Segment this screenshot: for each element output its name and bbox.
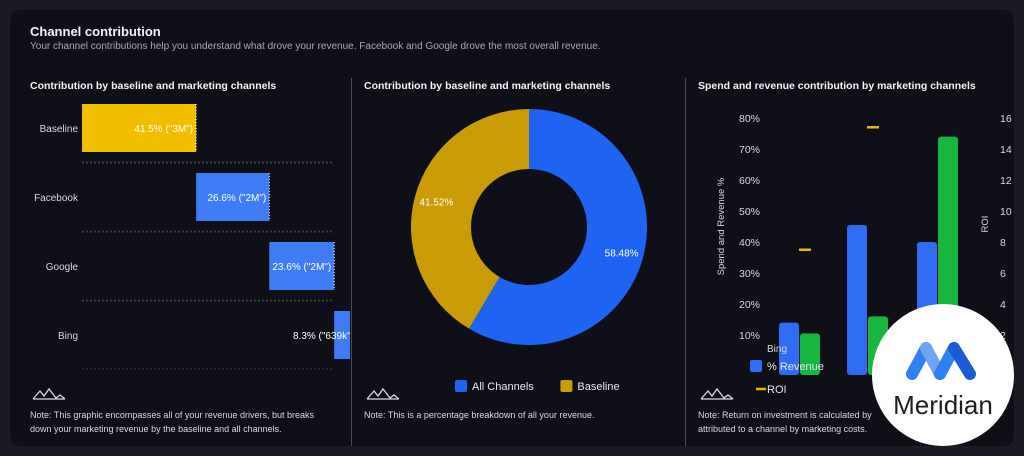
meridian-logo-icon — [906, 342, 976, 380]
section-title: Channel contribution — [30, 24, 161, 39]
mountain-logo-icon — [366, 387, 400, 400]
y-axis-label: Spend and Revenue % — [716, 177, 727, 275]
y2-tick-label: 12 — [1000, 175, 1012, 187]
waterfall-category-label: Google — [46, 262, 79, 273]
right-panel-title: Spend and revenue contribution by market… — [698, 80, 976, 92]
revenue-bar — [779, 322, 799, 375]
waterfall-bar — [334, 311, 350, 359]
panel-divider — [685, 78, 686, 446]
waterfall-category-label: Facebook — [34, 193, 79, 204]
y2-tick-label: 6 — [1000, 268, 1006, 280]
donut-chart: 58.48% 41.52% All Channels Baseline — [411, 109, 647, 393]
waterfall-bar — [82, 104, 197, 152]
mountain-logo-icon — [32, 387, 66, 400]
waterfall-chart: Baseline 41.5% ("3M") Facebook 26.6% ("2M")… — [34, 104, 350, 370]
mountain-logo-icon — [700, 387, 734, 400]
channel-contribution-card: Channel contribution Your channel contri… — [10, 10, 1014, 446]
waterfall-bar — [196, 173, 270, 221]
legend-label: All Channels — [472, 381, 534, 393]
donut-slice-label: 58.48% — [605, 248, 639, 259]
donut-slice — [469, 109, 647, 345]
left-panel-note: Note: This graphic encompasses all of yo… — [30, 410, 314, 434]
donut-slice-label: 41.52% — [419, 198, 453, 209]
right-note-line1: Note: Return on investment is calculated… — [698, 410, 872, 420]
meridian-wordmark: Meridian — [893, 390, 993, 420]
middle-panel-title: Contribution by baseline and marketing c… — [364, 80, 611, 92]
spend-bar — [800, 333, 820, 375]
legend-swatch — [560, 380, 573, 392]
y-tick-label: 70% — [739, 144, 760, 156]
y2-tick-label: 10 — [1000, 206, 1012, 218]
y2-axis-label: ROI — [980, 216, 991, 233]
section-subtitle: Your channel contributions help you unde… — [30, 41, 601, 52]
y-tick-label: 20% — [739, 299, 760, 311]
y2-tick-label: 14 — [1000, 144, 1012, 156]
waterfall-bar — [269, 242, 335, 290]
y-tick-label: 50% — [739, 206, 760, 218]
revenue-bar — [847, 224, 867, 375]
y-tick-label: 60% — [739, 175, 760, 187]
waterfall-data-label: 23.6% ("2M") — [272, 262, 331, 273]
y2-tick-label: 4 — [1000, 299, 1006, 311]
right-panel-note: Note: Return on investment is calculated… — [698, 408, 898, 436]
legend-label: Baseline — [577, 381, 619, 393]
legend-swatch — [455, 380, 467, 392]
panel-divider — [351, 78, 352, 446]
waterfall-data-label: 41.5% ("3M") — [134, 124, 193, 135]
waterfall-category-label: Bing — [58, 331, 78, 342]
waterfall-category-label: Baseline — [40, 124, 79, 135]
y-tick-label: 80% — [739, 113, 760, 125]
y-tick-label: 30% — [739, 268, 760, 280]
meridian-badge: Meridian — [872, 304, 1014, 446]
waterfall-data-label: 26.6% ("2M") — [207, 193, 266, 204]
legend-label: ROI — [767, 384, 787, 396]
middle-panel-note: Note: This is a percentage breakdown of … — [364, 410, 595, 420]
y2-tick-label: 2 — [1000, 330, 1006, 342]
waterfall-data-label: 8.3% ("639k") — [293, 331, 350, 342]
legend-label: % Revenue — [767, 361, 824, 373]
right-note-line2: attributed to a channel by marketing cos… — [698, 424, 868, 434]
x-category-label: Bing — [767, 344, 787, 355]
y-tick-label: 10% — [739, 330, 760, 342]
y2-tick-label: 16 — [1000, 113, 1012, 125]
donut-slice — [411, 109, 529, 329]
left-panel-title: Contribution by baseline and marketing c… — [30, 80, 277, 92]
y-tick-label: 40% — [739, 237, 760, 249]
y2-tick-label: 8 — [1000, 237, 1006, 249]
legend-swatch — [750, 360, 762, 372]
